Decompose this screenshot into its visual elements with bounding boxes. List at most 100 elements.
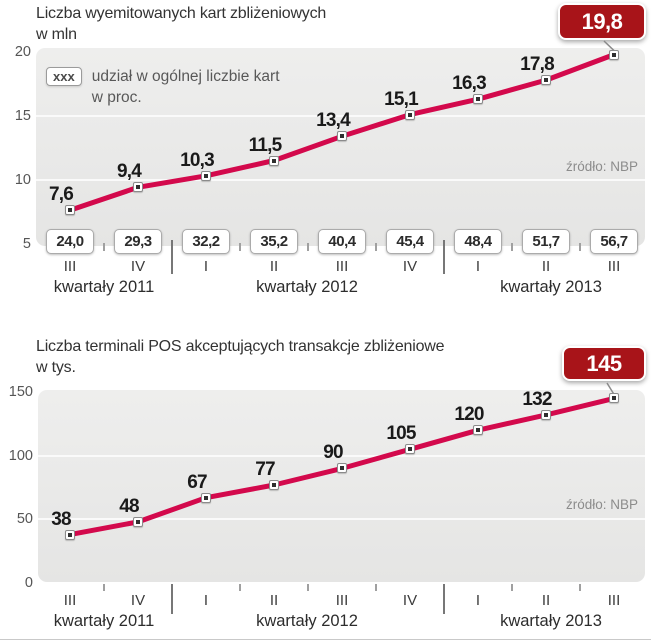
axis-tick	[307, 584, 309, 591]
cards-legend: xxx udział w ogólnej liczbie kart w proc…	[46, 66, 280, 108]
data-point-dot	[68, 208, 72, 213]
data-point-marker	[201, 170, 211, 181]
share-badge: 48,4	[454, 229, 502, 254]
data-point-dot	[408, 112, 412, 117]
data-point-marker	[65, 205, 75, 216]
data-point-dot	[272, 158, 276, 163]
share-badge: 40,4	[318, 229, 366, 254]
share-badge: 24,0	[46, 229, 94, 254]
data-point-dot	[340, 134, 344, 139]
data-point-marker	[405, 444, 415, 455]
y-axis-label: 0	[24, 575, 33, 591]
data-point-marker	[473, 94, 483, 105]
share-badge: 35,2	[250, 229, 298, 254]
legend-label-line1: udział w ogólnej liczbie kart	[91, 68, 280, 85]
legend-swatch: xxx	[46, 67, 82, 86]
quarter-label: II	[541, 592, 551, 609]
pos-source-note: źródło: NBP	[565, 497, 638, 512]
axis-tick	[375, 243, 377, 251]
data-point-marker	[609, 393, 619, 404]
year-label: kwartały 2013	[500, 612, 602, 630]
y-axis-label: 5	[22, 235, 31, 252]
cards-chart-title-line2: w mln	[36, 26, 77, 43]
axis-tick	[579, 243, 581, 251]
value-label: 15,1	[384, 88, 419, 110]
value-label: 48	[119, 495, 139, 517]
data-point-marker	[541, 409, 551, 420]
data-point-marker	[609, 49, 619, 60]
axis-tick	[103, 584, 105, 591]
share-badge: 51,7	[522, 229, 570, 254]
value-label: 9,4	[116, 161, 142, 183]
value-label: 77	[255, 458, 275, 480]
data-point-marker	[405, 109, 415, 120]
value-label: 13,4	[316, 110, 351, 132]
year-label: kwartały 2012	[256, 278, 358, 296]
quarter-label: II	[269, 592, 279, 609]
data-point-marker	[473, 425, 483, 436]
quarter-label: III	[335, 592, 349, 609]
year-separator	[443, 240, 445, 274]
legend-label-line2: w proc.	[91, 89, 142, 106]
data-point-dot	[340, 466, 344, 471]
y-axis-label: 10	[14, 171, 31, 188]
data-point-marker	[541, 75, 551, 86]
share-badge: 29,3	[114, 229, 162, 254]
data-point-dot	[204, 173, 208, 178]
value-label: 67	[187, 471, 207, 493]
y-axis-label: 20	[14, 44, 31, 60]
value-label: 132	[522, 388, 552, 410]
quarter-label: III	[607, 258, 621, 275]
quarter-label: IV	[402, 592, 418, 609]
axis-tick	[511, 243, 513, 251]
cards-highlight-badge: 19,8	[558, 3, 646, 40]
quarter-label: IV	[130, 258, 146, 275]
quarter-label: I	[203, 258, 209, 275]
year-separator	[171, 240, 173, 274]
pos-chart-title: Liczba terminali POS akceptujących trans…	[36, 336, 445, 378]
quarter-label: IV	[402, 258, 418, 275]
year-label: kwartały 2011	[53, 612, 155, 630]
share-badge: 56,7	[590, 229, 638, 254]
data-point-dot	[136, 519, 140, 524]
axis-tick	[579, 584, 581, 591]
quarter-label: III	[607, 592, 621, 609]
quarter-label: I	[203, 592, 209, 609]
quarter-label: II	[541, 258, 551, 275]
data-point-marker	[337, 463, 347, 474]
data-point-dot	[612, 396, 616, 401]
data-point-marker	[65, 529, 75, 540]
y-axis-label: 50	[16, 511, 33, 528]
y-axis-label: 15	[14, 107, 31, 124]
value-label: 16,3	[452, 73, 487, 95]
year-label: kwartały 2013	[500, 278, 602, 296]
data-point-dot	[204, 495, 208, 500]
pos-chart-title-line1: Liczba terminali POS akceptujących trans…	[36, 338, 445, 355]
value-label: 38	[51, 508, 71, 530]
value-label: 90	[323, 442, 343, 464]
data-point-dot	[136, 185, 140, 190]
quarter-label: III	[63, 258, 77, 275]
data-point-dot	[544, 412, 548, 417]
value-label: 17,8	[520, 54, 555, 76]
cards-chart-title-line1: Liczba wyemitowanych kart zbliżeniowych	[36, 5, 327, 22]
data-point-dot	[544, 78, 548, 83]
axis-tick	[239, 243, 241, 251]
pos-chart-title-line2: w tys.	[36, 359, 76, 376]
axis-tick	[375, 584, 377, 591]
quarter-label: I	[475, 592, 481, 609]
legend-label: udział w ogólnej liczbie kart w proc.	[92, 66, 280, 108]
data-point-dot	[612, 52, 616, 57]
data-point-dot	[408, 447, 412, 452]
quarter-label: III	[335, 258, 349, 275]
year-separator	[443, 584, 445, 614]
pos-plot-area	[38, 390, 645, 582]
quarter-label: II	[269, 258, 279, 275]
axis-tick	[103, 243, 105, 251]
cards-source-note: źródło: NBP	[565, 159, 638, 174]
quarter-label: I	[475, 258, 481, 275]
data-point-marker	[269, 479, 279, 490]
pos-highlight-badge: 145	[562, 346, 646, 381]
data-point-marker	[201, 492, 211, 503]
